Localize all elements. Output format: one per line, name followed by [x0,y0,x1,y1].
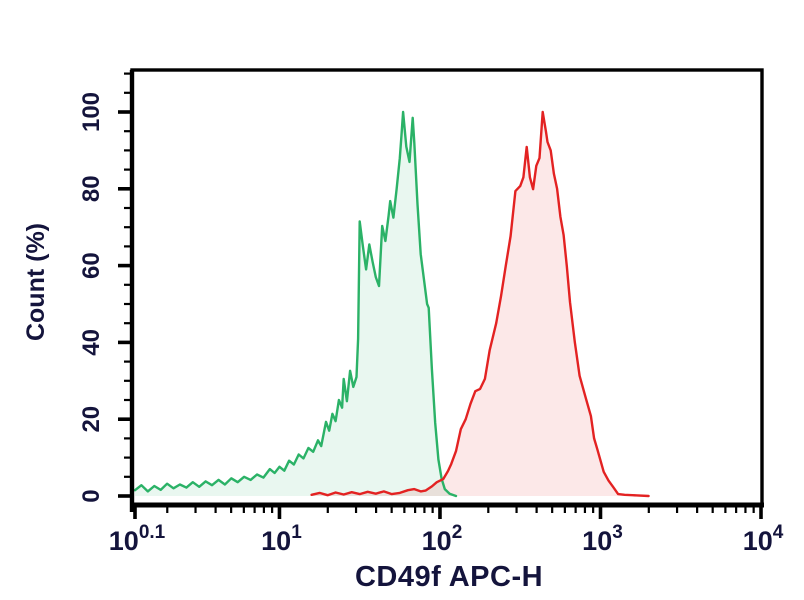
y-tick-label: 80 [78,175,105,202]
series-curves [133,110,650,498]
red-histogram-fill [311,112,649,496]
x-tick-label: 100.1 [109,522,166,556]
plot-frame [129,68,764,512]
y-tick-label: 40 [78,329,105,356]
y-tick-label: 100 [78,92,105,132]
y-axis-title: Count (%) [22,223,50,341]
green-histogram-fill [135,112,456,496]
green-histogram-curve [133,110,458,498]
axis-ticks [118,72,763,519]
x-axis-title: CD49f APC-H [355,561,543,593]
y-tick-label: 0 [78,489,105,502]
x-tick-label: 101 [261,522,302,556]
x-tick-label: 103 [582,522,623,556]
axis-tick-labels: 100.1 101 102 103 104 0 20 40 60 80 100 [78,92,784,556]
x-tick-label: 104 [743,522,784,556]
red-histogram-curve [310,110,650,498]
y-tick-label: 60 [78,252,105,279]
y-tick-label: 20 [78,406,105,433]
plot-border [130,68,764,507]
series-fill-areas [135,112,649,496]
x-tick-label: 102 [422,522,463,556]
